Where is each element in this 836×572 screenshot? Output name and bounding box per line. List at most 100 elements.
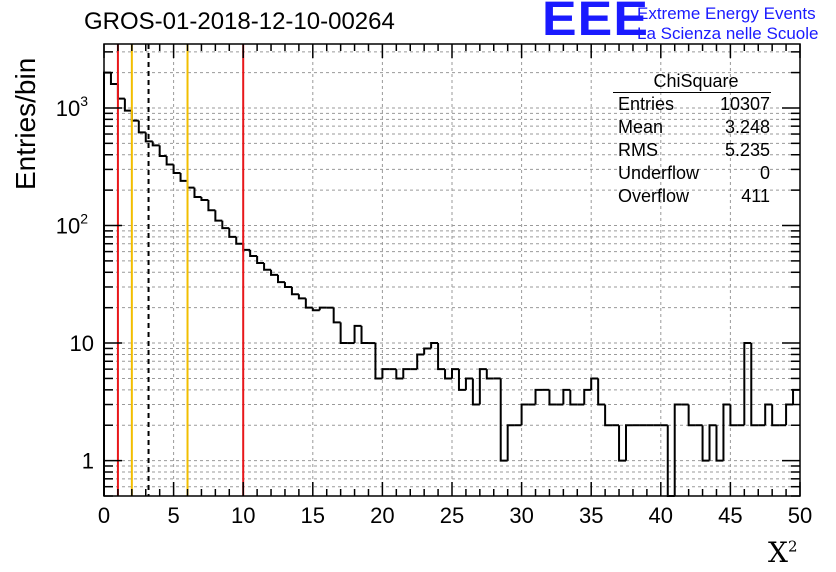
histogram-bin — [304, 298, 313, 309]
histogram-bin — [193, 187, 202, 198]
histogram-bin — [625, 424, 633, 461]
histogram-bin — [464, 377, 473, 390]
y-tick-label: 102 — [56, 211, 88, 239]
histogram-bin — [332, 307, 341, 324]
stats-row: Underflow 0 — [613, 162, 778, 185]
stats-rows: Entries 10307 Mean 3.248 RMS 5.235 Underflow 0 O… — [613, 93, 778, 208]
logo-text-line1: Extreme Energy Events — [637, 4, 816, 23]
histogram-bin — [590, 377, 599, 390]
x-tick-label: 25 — [440, 503, 464, 528]
stats-title: ChiSquare — [613, 70, 771, 93]
histogram-bin — [263, 262, 272, 271]
x-tick-label: 15 — [301, 503, 325, 528]
histogram-bin — [381, 368, 390, 379]
chart-title: GROS-01-2018-12-10-00264 — [84, 8, 395, 35]
x-axis-label-text: X — [768, 536, 788, 569]
histogram-bin — [771, 404, 780, 427]
histogram-bin — [729, 404, 738, 427]
histogram-bin — [242, 243, 251, 251]
histogram-bin — [457, 369, 466, 391]
histogram-bin — [520, 403, 529, 426]
histogram-bin — [792, 388, 800, 405]
histogram-bin — [311, 307, 320, 312]
y-tick-label: 10 — [70, 331, 94, 356]
histogram-bin — [534, 388, 543, 405]
histogram-bin — [478, 368, 487, 405]
x-tick-label: 5 — [167, 503, 179, 528]
histogram-bin — [437, 343, 446, 371]
histogram-bin — [172, 164, 181, 174]
histogram-bin — [103, 71, 111, 496]
stats-label: Underflow — [618, 163, 700, 183]
axes: 0 5 10 15 20 25 30 35 40 45 50 1 10 102 103 — [56, 43, 812, 528]
histogram-bin — [430, 342, 439, 349]
histogram-bin — [214, 210, 223, 222]
stats-value: 3.248 — [724, 117, 770, 137]
histogram-bin — [116, 83, 125, 100]
stats-row: RMS 5.235 — [613, 139, 778, 162]
histogram-bin — [144, 132, 153, 143]
histogram-bin — [402, 368, 411, 379]
stats-box: ChiSquare Entries 10307 Mean 3.248 RMS 5.235 U… — [613, 70, 778, 208]
histogram-bin — [395, 369, 404, 380]
histogram-bin — [256, 256, 265, 264]
histogram-bin — [270, 269, 278, 276]
histogram-bin — [743, 342, 752, 426]
x-tick-label: 20 — [370, 503, 394, 528]
histogram-bin — [785, 403, 794, 426]
histogram-bin — [158, 145, 167, 158]
histogram-bin — [318, 306, 327, 311]
histogram-bin — [471, 378, 480, 406]
histogram-bin — [499, 378, 508, 462]
histogram-bin — [353, 324, 362, 344]
histogram-bin — [597, 378, 606, 406]
histogram-bin — [277, 274, 285, 284]
histogram-bin — [708, 424, 717, 461]
histogram-bin — [764, 403, 773, 426]
y-tick-label: 1 — [82, 449, 94, 474]
histogram-bin — [750, 343, 759, 427]
y-axis-label: Entries/bin — [10, 57, 41, 190]
threshold-lines — [116, 44, 245, 496]
eee-logo: EEE — [542, 0, 649, 46]
histogram-bin — [109, 72, 118, 85]
x-tick-label: 40 — [649, 503, 673, 528]
grid — [104, 44, 800, 497]
histogram-bin — [235, 236, 244, 245]
histogram-bin — [283, 282, 292, 288]
stats-label: RMS — [618, 140, 658, 160]
histogram-bin — [200, 196, 209, 201]
stats-label: Mean — [618, 117, 664, 137]
y-tick-label: 103 — [56, 93, 88, 121]
stats-value: 411 — [741, 186, 770, 206]
histogram-bin — [687, 404, 696, 427]
stats-label: Entries — [618, 94, 675, 114]
x-tick-label: 10 — [231, 503, 255, 528]
histogram-bin — [416, 353, 425, 370]
stats-value: 10307 — [719, 94, 770, 114]
stats-row: Entries 10307 — [613, 93, 778, 116]
histogram-bin — [249, 249, 258, 258]
histogram-bin — [673, 403, 682, 496]
histogram-bin — [506, 424, 515, 461]
histogram-bin — [165, 156, 174, 166]
histogram-bin — [297, 294, 306, 300]
histogram-bin — [339, 322, 348, 345]
histogram-bin — [360, 325, 369, 345]
histogram-bin — [123, 98, 132, 112]
stats-value: 0 — [759, 163, 770, 183]
x-tick-label: 50 — [788, 503, 812, 528]
histogram-bin — [221, 220, 230, 230]
x-axis-label: X2 — [768, 536, 797, 569]
x-axis-label-superscript: 2 — [787, 537, 798, 556]
histogram-bin — [444, 369, 452, 380]
histogram-bin — [548, 389, 557, 406]
stats-value: 5.235 — [724, 140, 770, 160]
histogram-bin — [562, 388, 571, 405]
x-tick-label: 35 — [579, 503, 603, 528]
histogram-bin — [179, 172, 188, 182]
histogram-bin — [701, 425, 710, 462]
histogram-bin — [151, 141, 160, 147]
histogram-bin — [722, 403, 731, 461]
histogram-bin — [374, 343, 383, 380]
